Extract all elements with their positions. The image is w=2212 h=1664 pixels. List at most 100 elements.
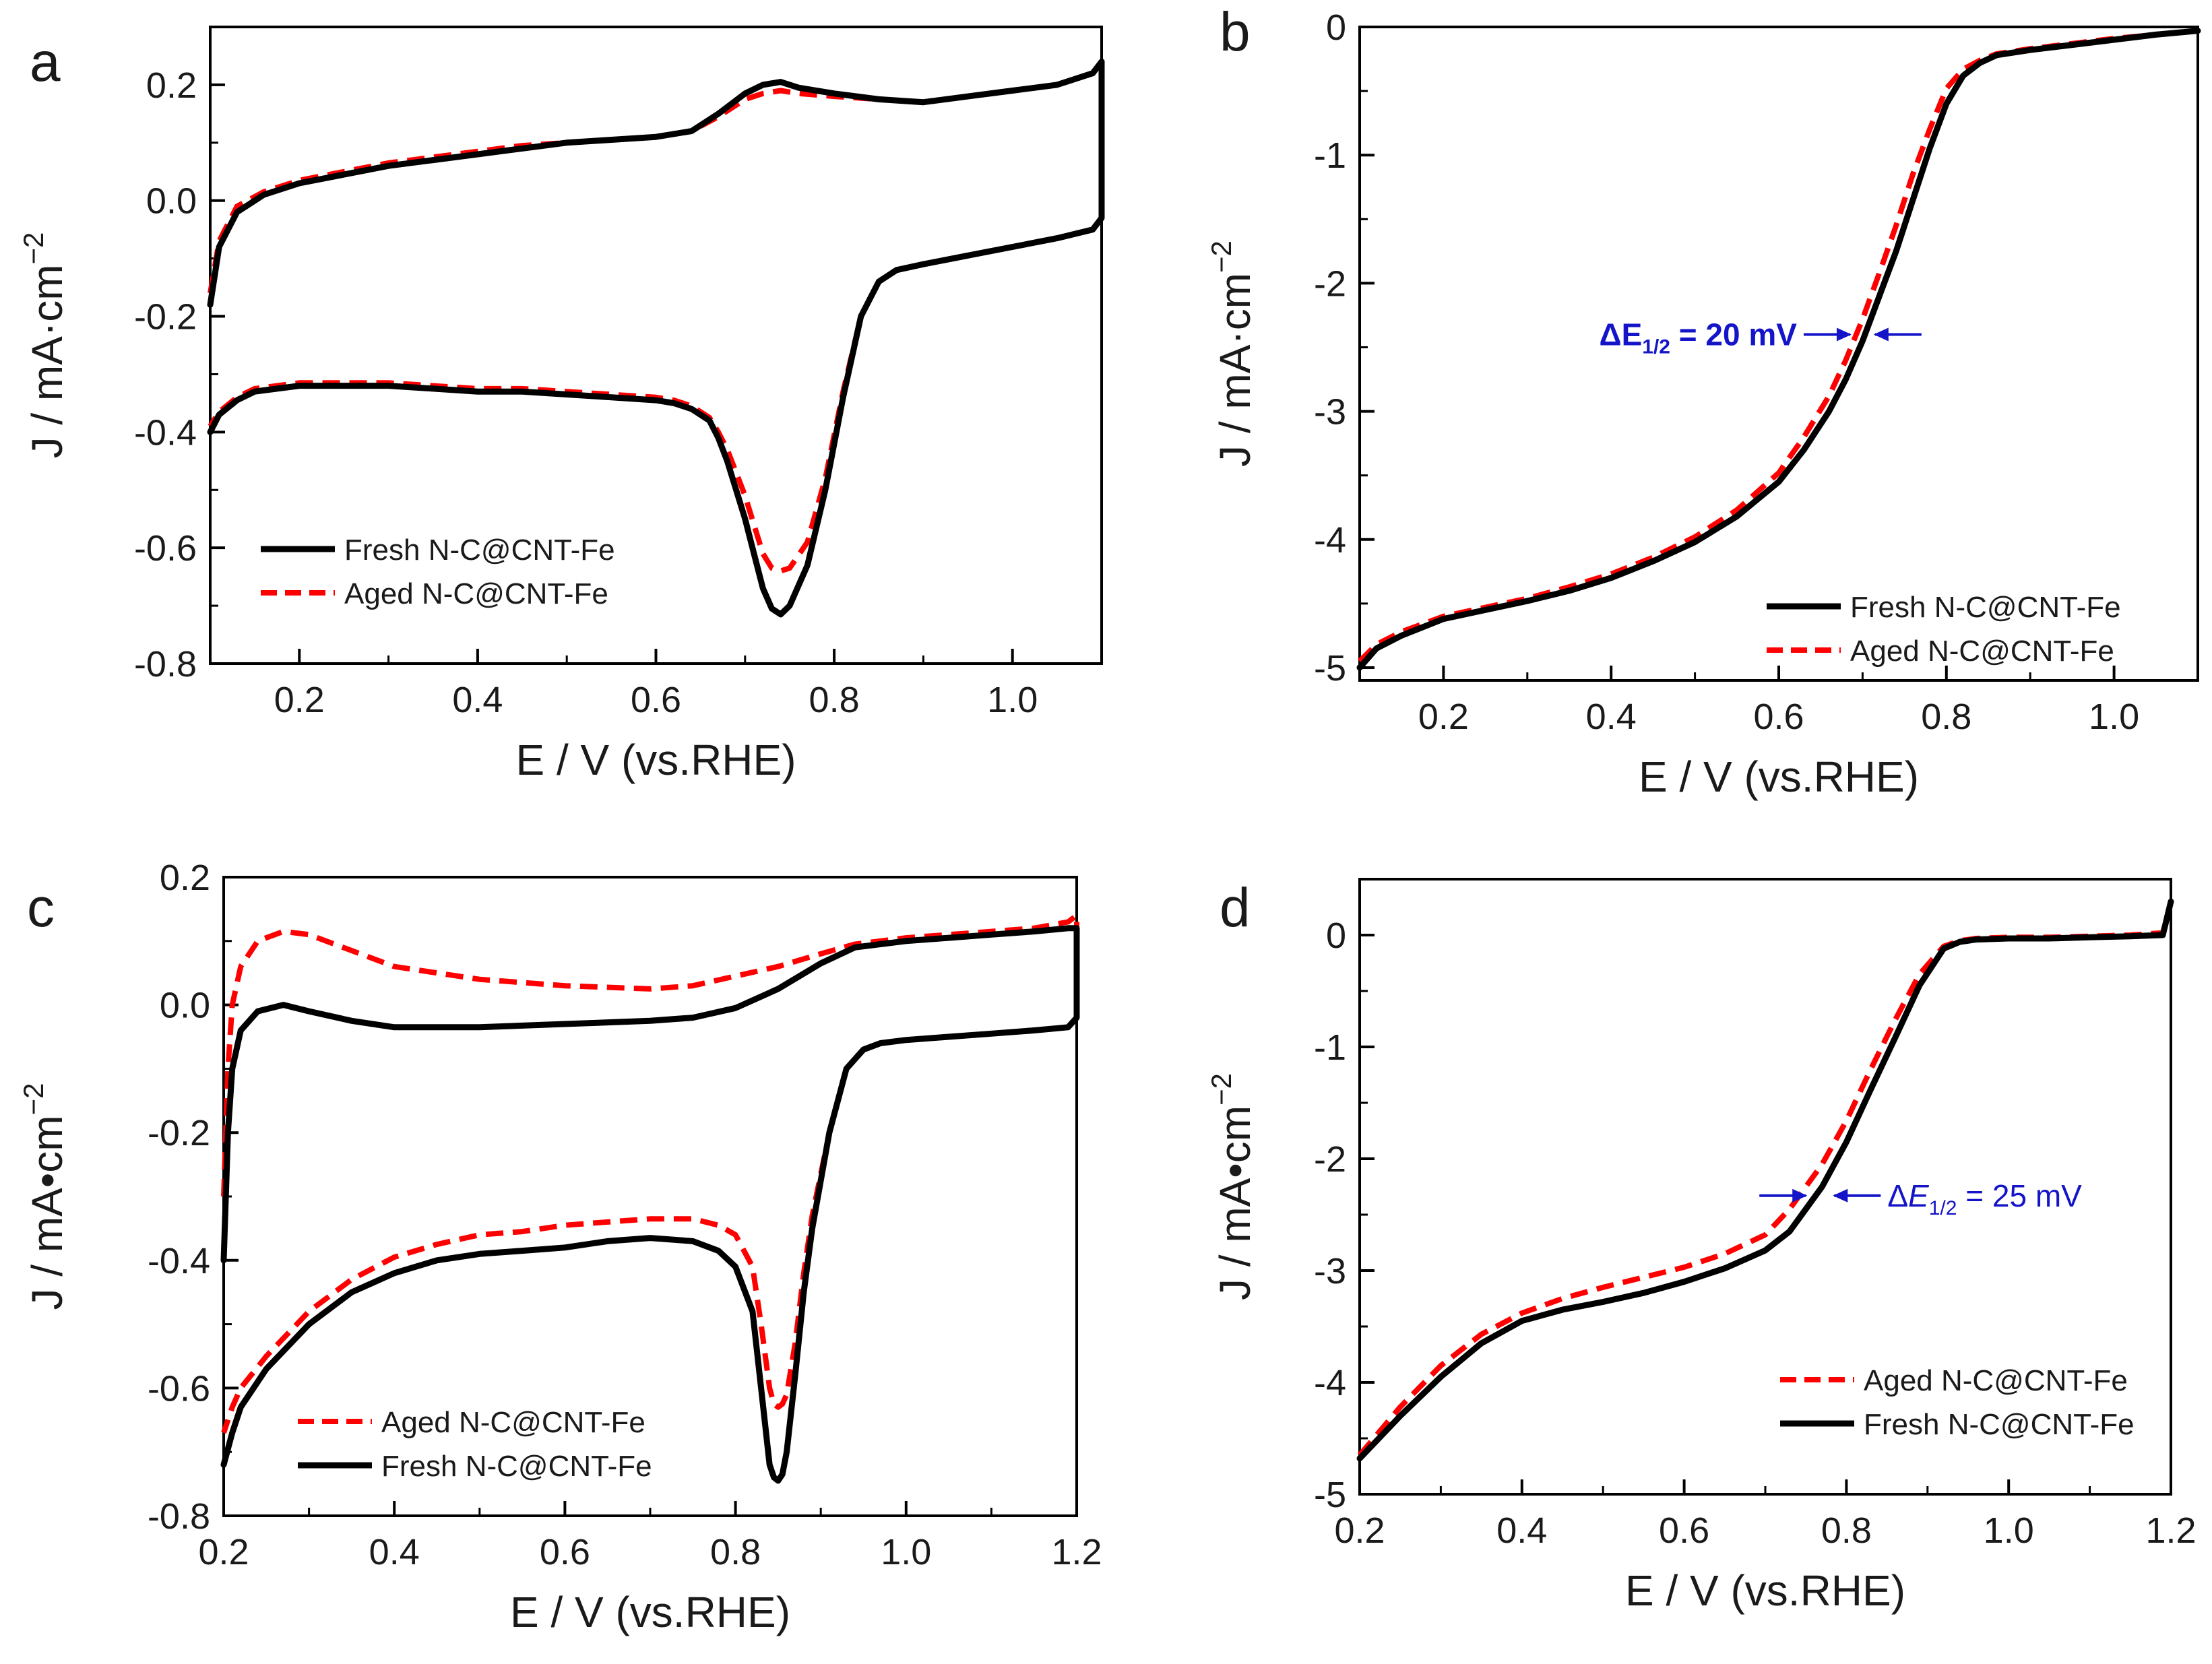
y-tick-label: -2 bbox=[1314, 1139, 1346, 1180]
series-line-fresh bbox=[207, 59, 1105, 618]
x-tick-label: 1.0 bbox=[881, 1532, 931, 1572]
annotation-arrowhead-right bbox=[1833, 1188, 1848, 1203]
legend-label-fresh: Fresh N-C@CNT-Fe bbox=[1864, 1408, 2135, 1441]
y-axis-label-text: J / mA•cm bbox=[1211, 1106, 1259, 1300]
y-tick-label: 0.0 bbox=[160, 986, 210, 1026]
series-line-aged bbox=[1357, 901, 2174, 1457]
y-axis-label: J / mA•cm−2 bbox=[1205, 1073, 1259, 1300]
legend-label-aged: Aged N-C@CNT-Fe bbox=[344, 577, 608, 610]
y-tick-label: -3 bbox=[1314, 1251, 1346, 1291]
y-axis-label-text: J / mA·cm bbox=[1211, 273, 1259, 467]
y-tick-label: 0 bbox=[1326, 7, 1346, 48]
y-tick-label: 0.2 bbox=[146, 65, 197, 106]
y-tick-label: -0.2 bbox=[148, 1113, 210, 1153]
annotation-italic: E bbox=[1908, 1178, 1930, 1213]
y-tick-label: -4 bbox=[1314, 1363, 1346, 1403]
annotation-delta: Δ bbox=[1887, 1178, 1908, 1213]
y-axis-label-exponent: −2 bbox=[1205, 1073, 1237, 1106]
annotation-delta: ΔE bbox=[1600, 317, 1643, 352]
y-axis-label-exponent: −2 bbox=[18, 232, 49, 265]
x-tick-label: 0.8 bbox=[1821, 1510, 1872, 1551]
annotation-value: = 20 mV bbox=[1670, 317, 1797, 352]
panel-c: 0.2 0.4 0.6 0.8 1.0 1.2 -0.8 -0.6 -0.4 -0.2 0.0 0.2… bbox=[18, 858, 1102, 1636]
y-axis-label-text: J / mA•cm bbox=[23, 1115, 71, 1310]
delta-e-annotation: ΔE1/2 = 25 mV bbox=[1887, 1178, 2082, 1219]
x-tick-label: 0.6 bbox=[1659, 1510, 1709, 1551]
x-tick-label: 0.6 bbox=[1753, 697, 1804, 737]
y-tick-label: -5 bbox=[1314, 648, 1346, 689]
x-tick-label: 0.4 bbox=[369, 1532, 420, 1572]
x-tick-label: 0.6 bbox=[540, 1532, 590, 1572]
legend-label-aged: Aged N-C@CNT-Fe bbox=[381, 1406, 645, 1439]
panel-letter: d bbox=[1220, 877, 1251, 938]
y-tick-label: -1 bbox=[1314, 135, 1346, 176]
y-tick-label: -2 bbox=[1314, 263, 1346, 304]
x-axis-label: E / V (vs.RHE) bbox=[1639, 753, 1919, 801]
y-tick-label: -0.4 bbox=[148, 1241, 210, 1281]
x-tick-label: 0.2 bbox=[1418, 697, 1469, 737]
x-tick-label: 0.2 bbox=[274, 680, 325, 720]
y-tick-label: -0.2 bbox=[134, 297, 197, 338]
y-tick-label: -1 bbox=[1314, 1027, 1346, 1068]
x-tick-label: 1.0 bbox=[987, 680, 1038, 720]
y-axis-label: J / mA•cm−2 bbox=[18, 1083, 71, 1310]
x-tick-label: 0.4 bbox=[1496, 1510, 1547, 1551]
x-axis-label: E / V (vs.RHE) bbox=[510, 1588, 790, 1636]
y-tick-label: -0.8 bbox=[134, 644, 197, 684]
series-line-fresh bbox=[1356, 28, 2201, 671]
y-axis-label-exponent: −2 bbox=[18, 1083, 49, 1116]
y-axis-label: J / mA·cm−2 bbox=[1205, 241, 1259, 467]
y-tick-label: -3 bbox=[1314, 392, 1346, 433]
x-tick-label: 1.0 bbox=[1984, 1510, 2034, 1551]
y-axis-label-text: J / mA·cm bbox=[23, 264, 71, 458]
series-line-aged bbox=[221, 912, 1079, 1434]
x-tick-label: 0.8 bbox=[710, 1532, 761, 1572]
panel-letter: c bbox=[27, 877, 55, 938]
y-tick-label: -4 bbox=[1314, 520, 1346, 561]
x-tick-label: 0.6 bbox=[631, 680, 681, 720]
x-tick-label: 1.0 bbox=[2089, 697, 2139, 737]
plot-frame bbox=[209, 26, 1103, 665]
legend-label-aged: Aged N-C@CNT-Fe bbox=[1850, 635, 2114, 668]
annotation-subscript: 1/2 bbox=[1929, 1197, 1957, 1219]
series-line-fresh bbox=[220, 925, 1080, 1484]
y-tick-label: -0.6 bbox=[134, 528, 197, 569]
x-axis-label: E / V (vs.RHE) bbox=[1625, 1566, 1905, 1615]
panel-d: 0.2 0.4 0.6 0.8 1.0 1.2 -5 -4 -3 -2 -1 0 E / V (vs.R… bbox=[1205, 877, 2197, 1615]
legend-label-fresh: Fresh N-C@CNT-Fe bbox=[1850, 591, 2121, 624]
y-axis-label-exponent: −2 bbox=[1205, 241, 1237, 273]
y-tick-label: -5 bbox=[1314, 1475, 1346, 1515]
legend-label-fresh: Fresh N-C@CNT-Fe bbox=[344, 534, 615, 567]
x-tick-label: 0.2 bbox=[198, 1532, 249, 1572]
annotation-arrowhead-left bbox=[1792, 1188, 1808, 1203]
y-tick-label: 0.2 bbox=[160, 858, 210, 898]
annotation-arrowhead-right bbox=[1873, 327, 1889, 342]
x-tick-label: 0.4 bbox=[1586, 697, 1637, 737]
panel-letter: a bbox=[30, 32, 61, 93]
annotation-value: = 25 mV bbox=[1957, 1178, 2082, 1213]
x-tick-label: 0.2 bbox=[1334, 1510, 1385, 1551]
panel-b: 0.2 0.4 0.6 0.8 1.0 -5 -4 -3 -2 -1 0 E / V (vs.RHE)… bbox=[1205, 1, 2201, 801]
y-tick-label: -0.6 bbox=[148, 1368, 210, 1409]
panel-letter: b bbox=[1220, 1, 1251, 63]
y-tick-label: -0.8 bbox=[148, 1496, 210, 1537]
plot-frame bbox=[1358, 26, 2199, 682]
x-tick-label: 0.8 bbox=[1921, 697, 1971, 737]
series-line-fresh bbox=[1356, 898, 2174, 1462]
y-tick-label: -0.4 bbox=[134, 412, 197, 453]
x-tick-label: 1.2 bbox=[1051, 1532, 1102, 1572]
x-axis-label: E / V (vs.RHE) bbox=[515, 736, 796, 784]
x-tick-label: 1.2 bbox=[2145, 1510, 2196, 1551]
legend-label-aged: Aged N-C@CNT-Fe bbox=[1864, 1364, 2128, 1397]
y-tick-label: 0.0 bbox=[146, 181, 197, 222]
delta-e-annotation: ΔE1/2 = 20 mV bbox=[1600, 317, 1798, 358]
legend-label-fresh: Fresh N-C@CNT-Fe bbox=[381, 1450, 652, 1483]
x-tick-label: 0.8 bbox=[809, 680, 860, 720]
annotation-subscript: 1/2 bbox=[1642, 335, 1670, 358]
x-tick-label: 0.4 bbox=[452, 680, 503, 720]
panel-a: 0.2 0.4 0.6 0.8 1.0 -0.8 -0.6 -0.4 -0.2 0.0 0.2 E /… bbox=[18, 26, 1105, 784]
annotation-arrowhead-left bbox=[1836, 327, 1852, 342]
y-axis-label: J / mA·cm−2 bbox=[18, 232, 71, 459]
y-tick-label: 0 bbox=[1326, 916, 1346, 956]
